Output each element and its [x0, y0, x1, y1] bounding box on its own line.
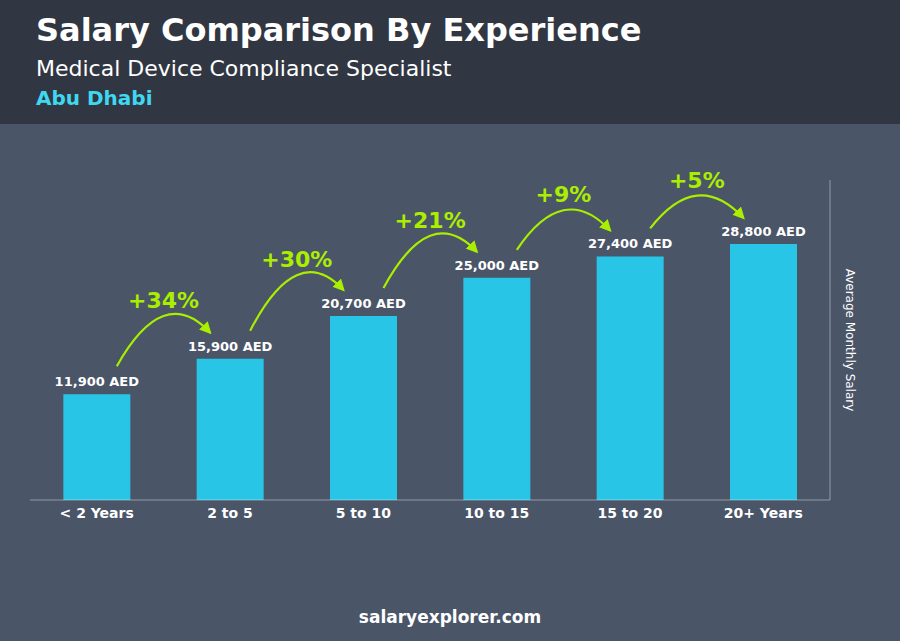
svg-text:20,700 AED: 20,700 AED: [321, 296, 406, 311]
svg-text:15 to 20: 15 to 20: [597, 505, 662, 521]
svg-text:20+ Years: 20+ Years: [724, 505, 803, 521]
svg-text:+34%: +34%: [128, 288, 199, 313]
svg-text:10 to 15: 10 to 15: [464, 505, 529, 521]
svg-text:+5%: +5%: [669, 168, 725, 193]
svg-text:5 to 10: 5 to 10: [336, 505, 392, 521]
svg-text:< 2 Years: < 2 Years: [60, 505, 134, 521]
svg-text:28,800 AED: 28,800 AED: [721, 224, 806, 239]
html-text:salaryexplorer.com: salaryexplorer.com: [358, 607, 542, 627]
svg-text:+30%: +30%: [261, 247, 332, 272]
svg-text:27,400 AED: 27,400 AED: [588, 236, 673, 251]
html-text:Medical Device Compliance Spec: Medical Device Compliance Specialist: [36, 56, 452, 81]
svg-text:15,900 AED: 15,900 AED: [188, 339, 273, 354]
html-text:Salary Comparison By Experienc: Salary Comparison By Experience: [36, 11, 642, 49]
svg-text:+21%: +21%: [395, 208, 466, 233]
svg-text:+9%: +9%: [536, 182, 592, 207]
svg-text:25,000 AED: 25,000 AED: [455, 258, 540, 273]
svg-text:2 to 5: 2 to 5: [207, 505, 253, 521]
svg-text:11,900 AED: 11,900 AED: [55, 374, 140, 389]
svg-text:Average Monthly Salary: Average Monthly Salary: [843, 269, 857, 412]
html-text:Abu Dhabi: Abu Dhabi: [36, 86, 153, 110]
